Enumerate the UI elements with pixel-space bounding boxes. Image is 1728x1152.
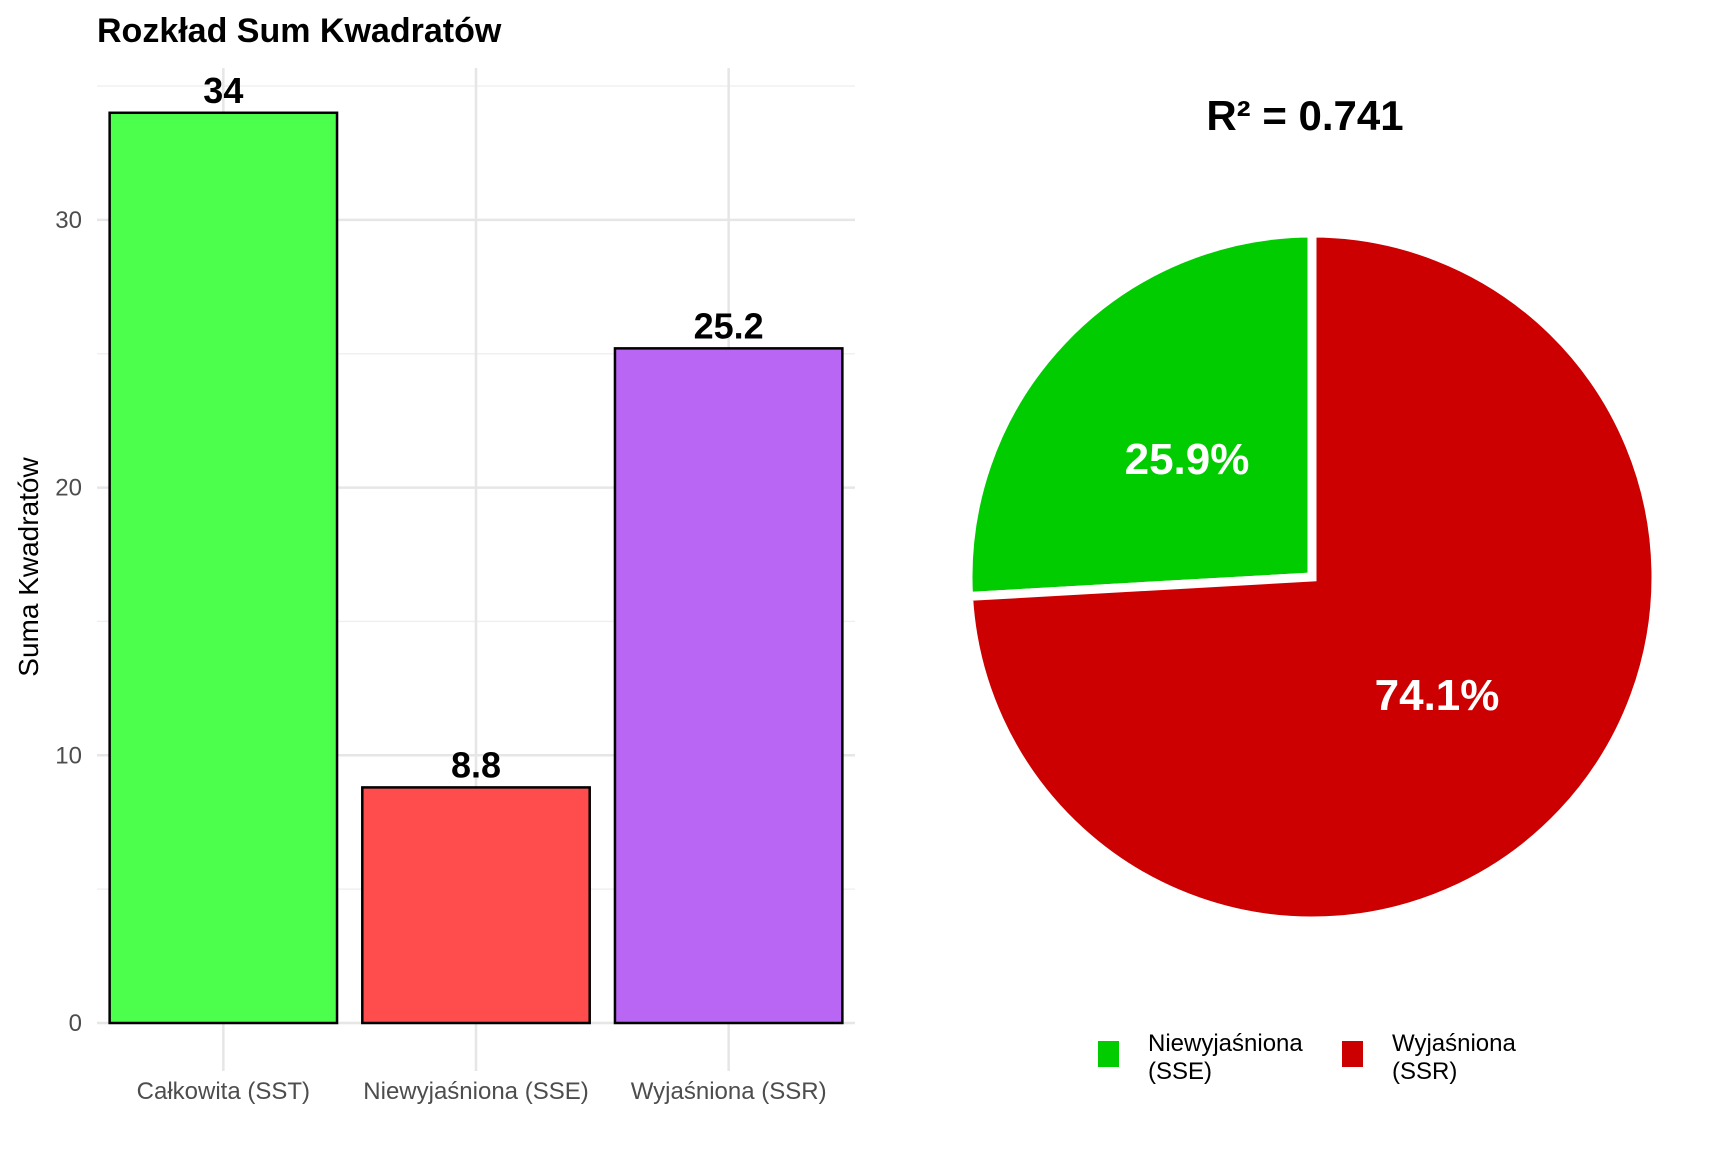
x-tick-label: Całkowita (SST) xyxy=(137,1078,310,1105)
legend-item: Wyjaśniona(SSR) xyxy=(1342,1030,1516,1085)
y-tick-label: 20 xyxy=(55,475,82,502)
pie-slice xyxy=(963,228,1317,602)
legend-item: Niewyjaśniona(SSE) xyxy=(1098,1030,1303,1085)
bar-value-label: 8.8 xyxy=(451,744,501,785)
bar-value-label: 34 xyxy=(203,70,243,111)
bar xyxy=(361,786,591,1025)
legend-label: Wyjaśniona xyxy=(1392,1030,1516,1057)
legend-label: (SSR) xyxy=(1392,1058,1457,1085)
bar-chart-y-axis-label: Suma Kwadratów xyxy=(13,457,44,677)
legend-swatch xyxy=(1342,1041,1363,1067)
bar-chart-y-ticks: 0 10 20 30 xyxy=(55,207,82,1037)
pie-chart-panel: R² = 0.741 25.9% 74.1% Niewyjaśniona(SSE)… xyxy=(963,92,1661,1085)
x-tick-label: Niewyjaśniona (SSE) xyxy=(363,1078,588,1105)
bar xyxy=(613,347,844,1025)
bar-chart-value-labels: 34 8.8 25.2 xyxy=(203,70,763,786)
pie-slice-label: 74.1% xyxy=(1375,671,1500,720)
pie-chart-title: R² = 0.741 xyxy=(1206,92,1403,139)
y-tick-label: 0 xyxy=(69,1010,82,1037)
pie-chart-legend: Niewyjaśniona(SSE) Wyjaśniona(SSR) xyxy=(1098,1030,1516,1085)
y-tick-label: 10 xyxy=(55,742,82,769)
legend-label: (SSE) xyxy=(1148,1058,1212,1085)
pie-slice-label: 25.9% xyxy=(1125,435,1250,484)
bar xyxy=(108,111,339,1025)
y-tick-label: 30 xyxy=(55,207,82,234)
legend-swatch xyxy=(1098,1041,1119,1067)
x-tick-label: Wyjaśniona (SSR) xyxy=(631,1078,827,1105)
bar-chart-bars xyxy=(108,111,844,1025)
pie-chart-slices xyxy=(963,228,1661,926)
bar-value-label: 25.2 xyxy=(694,305,764,346)
pie-slice xyxy=(963,228,1661,926)
bar-chart-x-ticks: Całkowita (SST) Niewyjaśniona (SSE) Wyjaśn… xyxy=(137,1078,827,1105)
bar-chart-title: Rozkład Sum Kwadratów xyxy=(97,12,502,50)
legend-label: Niewyjaśniona xyxy=(1148,1030,1303,1057)
pie-chart-slice-labels: 25.9% 74.1% xyxy=(1125,435,1500,720)
